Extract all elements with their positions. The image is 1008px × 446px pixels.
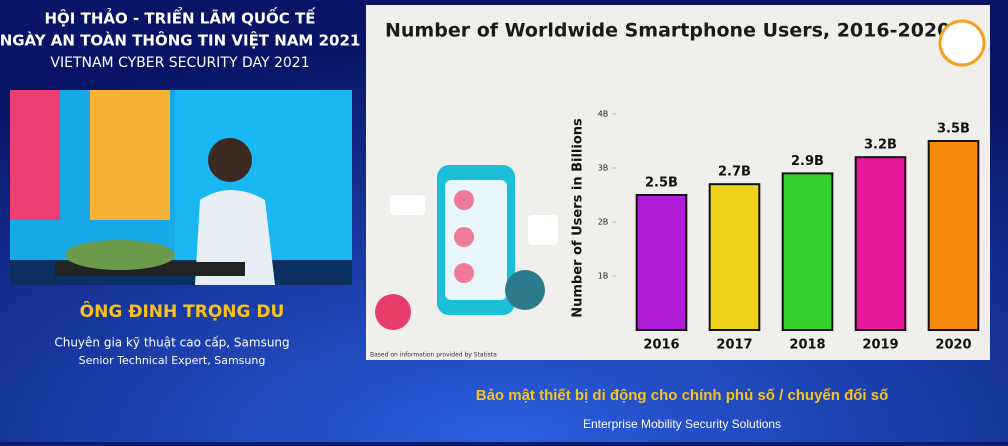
header-line: HỘI THẢO - TRIỂN LÃM QUỐC TẾ [44, 6, 316, 28]
y-tick-label: 3B [598, 164, 609, 173]
bar [635, 194, 688, 331]
topic-en: Enterprise Mobility Security Solutions [583, 417, 781, 431]
bar [708, 183, 761, 331]
header-line: VIETNAM CYBER SECURITY DAY 2021 [50, 55, 309, 71]
x-tick-label: 2016 [643, 338, 679, 353]
y-axis-label: Number of Users in Billions [571, 118, 586, 318]
speaker-name: ÔNG ĐINH TRỌNG DU [80, 300, 285, 322]
data-label: 3.2B [864, 138, 897, 153]
video [10, 90, 352, 285]
data-label: 2.7B [718, 165, 751, 180]
data-label: 3.5B [937, 122, 970, 137]
bar [854, 156, 907, 331]
y-tick-label: 4B [598, 110, 609, 119]
y-tick-label: 2B [598, 218, 609, 227]
topic: Bảo mật thiết bị di động cho chính phủ s… [476, 387, 889, 404]
speaker-title: Chuyên gia kỹ thuật cao cấp, Samsung [54, 336, 289, 350]
bar [927, 140, 980, 331]
header-line: NGÀY AN TOÀN THÔNG TIN VIỆT NAM 2021 [0, 30, 360, 50]
x-tick-label: 2019 [862, 338, 898, 353]
x-tick-label: 2017 [716, 338, 752, 353]
speaker-title: Senior Technical Expert, Samsung [79, 354, 266, 367]
bar [781, 172, 834, 331]
source: Based on information provided by Statist… [370, 352, 497, 359]
x-tick-label: 2018 [789, 338, 825, 353]
x-tick-label: 2020 [935, 338, 971, 353]
data-label: 2.9B [791, 154, 824, 169]
data-label: 2.5B [645, 176, 678, 191]
chart-title: Number of Worldwide Smartphone Users, 20… [385, 20, 950, 42]
y-tick-label: 1B [598, 272, 609, 281]
logo [938, 19, 986, 67]
illustration [375, 165, 558, 330]
